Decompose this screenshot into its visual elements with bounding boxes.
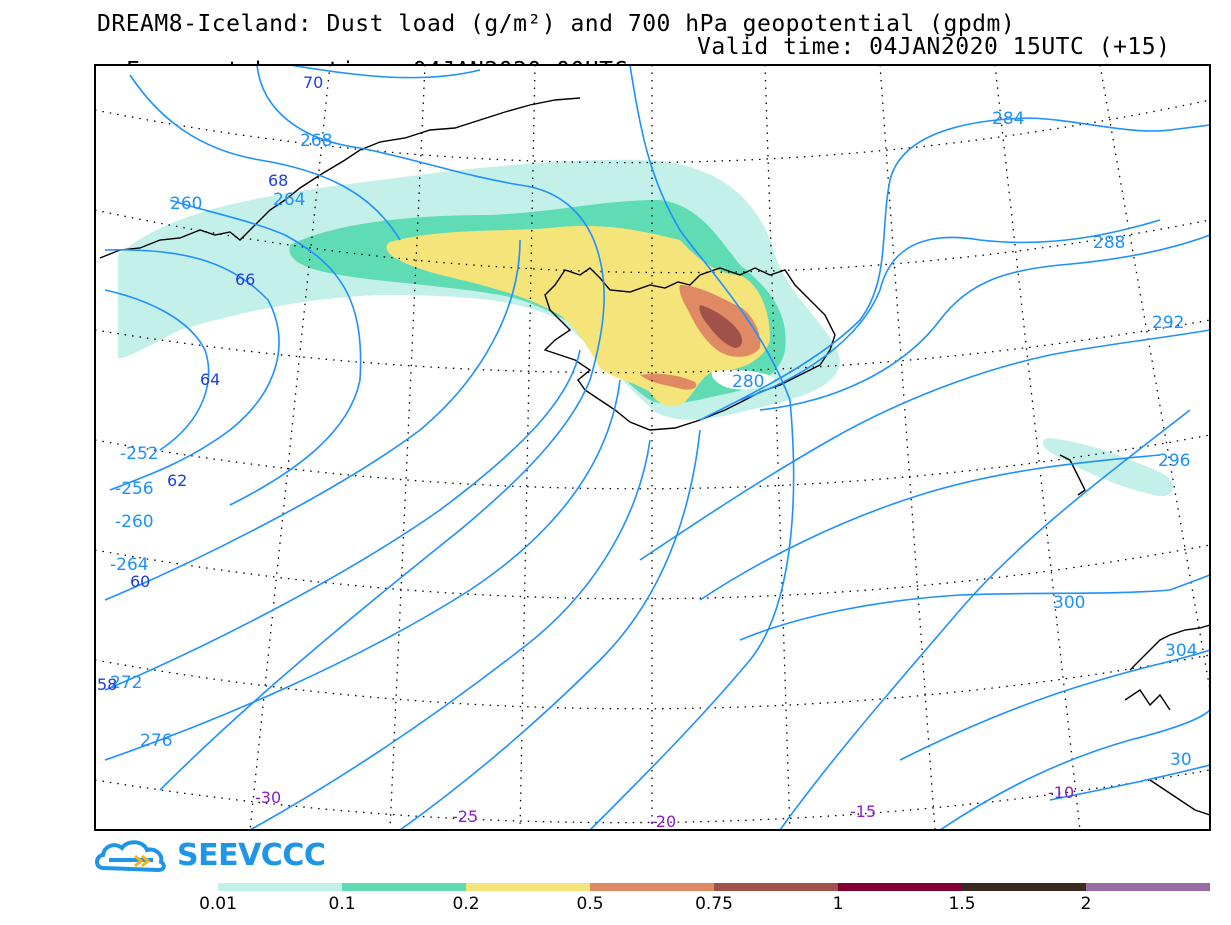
map-frame <box>94 64 1211 831</box>
lon-label-20: -20 <box>650 812 676 831</box>
contour-label-308: 30 <box>1170 750 1192 770</box>
logo-text: SEEVCCC <box>177 838 326 873</box>
lat-label-60: 60 <box>130 572 150 591</box>
dust-level-0-5-south <box>640 373 697 390</box>
colorbar-segment-7 <box>1086 883 1210 891</box>
map-title: DREAM8-Iceland: Dust load (g/m²) and 700… <box>97 11 1016 37</box>
dust-load-colorbar <box>218 883 1210 891</box>
valid-time: Valid time: 04JAN2020 15UTC (+15) <box>697 34 1171 60</box>
colorbar-segment-0 <box>218 883 342 891</box>
colorbar-label: 0.75 <box>695 894 733 914</box>
seevccc-logo: SEEVCCC <box>95 838 326 874</box>
contour-label-260b: -260 <box>115 512 154 532</box>
cloud-arrows-icon <box>95 840 166 873</box>
contour-label-304: 304 <box>1165 641 1197 661</box>
lon-label-10: -10 <box>1048 783 1074 802</box>
dust-load-shading <box>118 159 1173 497</box>
colorbar-label: 0.5 <box>576 894 604 914</box>
colorbar-labels: 0.01 0.1 0.2 0.5 0.75 1 1.5 2 <box>0 894 1231 918</box>
contour-label-264b: -264 <box>110 555 149 575</box>
colorbar-label: 1.5 <box>948 894 976 914</box>
lon-label-25: -25 <box>452 807 478 826</box>
contour-label-268: 268 <box>300 131 332 151</box>
colorbar-label: 0.1 <box>328 894 356 914</box>
lat-label-66: 66 <box>235 270 255 289</box>
contour-label-292: 292 <box>1152 313 1184 333</box>
contour-label-280: 280 <box>732 372 764 392</box>
colorbar-segment-4 <box>714 883 838 891</box>
colorbar-segment-3 <box>590 883 714 891</box>
contour-label-276: 276 <box>140 731 172 751</box>
coastlines <box>99 97 1210 816</box>
colorbar-segment-6 <box>962 883 1086 891</box>
lat-label-68: 68 <box>268 171 288 190</box>
iceland-coast <box>543 267 836 431</box>
colorbar-label: 0.01 <box>199 894 237 914</box>
contour-labels: 268 260 264 -252 -256 -260 -264 272 276 … <box>110 109 1197 770</box>
dust-level-0-01-east <box>1042 438 1173 497</box>
colorbar-label: 1 <box>832 894 844 914</box>
norway-coast <box>1124 624 1210 816</box>
contour-label-272: 272 <box>110 673 142 693</box>
contour-label-284: 284 <box>992 109 1024 129</box>
colorbar-segment-5 <box>838 883 962 891</box>
contour-label-264: 264 <box>273 190 305 210</box>
lat-label-64: 64 <box>200 370 220 389</box>
lat-label-70: 70 <box>303 73 323 92</box>
lat-label-58: 58 <box>97 675 117 694</box>
contour-label-300: 300 <box>1053 593 1085 613</box>
contour-label-296: 296 <box>1158 451 1190 471</box>
faroe-islands <box>1059 454 1086 496</box>
graticule <box>95 65 1210 830</box>
colorbar-segment-1 <box>342 883 466 891</box>
contour-label-260: 260 <box>170 194 202 214</box>
contour-label-256: -256 <box>115 479 154 499</box>
colorbar-label: 0.2 <box>452 894 480 914</box>
contour-label-288: 288 <box>1093 233 1125 253</box>
dust-level-0-75 <box>699 305 742 348</box>
greenland-coast <box>99 97 581 259</box>
geopotential-contours <box>104 65 1210 830</box>
dust-patch-white <box>711 370 775 390</box>
latitude-labels: 70 68 66 64 62 60 58 <box>97 73 323 694</box>
longitude-labels: -30 -25 -20 -15 -10 <box>255 783 1074 831</box>
lon-label-30: -30 <box>255 788 281 807</box>
lon-label-15: -15 <box>850 802 876 821</box>
lat-label-62: 62 <box>167 471 187 490</box>
dust-level-0-2 <box>386 225 770 407</box>
colorbar-segment-2 <box>466 883 590 891</box>
colorbar-label: 2 <box>1080 894 1092 914</box>
contour-label-252: -252 <box>120 444 159 464</box>
